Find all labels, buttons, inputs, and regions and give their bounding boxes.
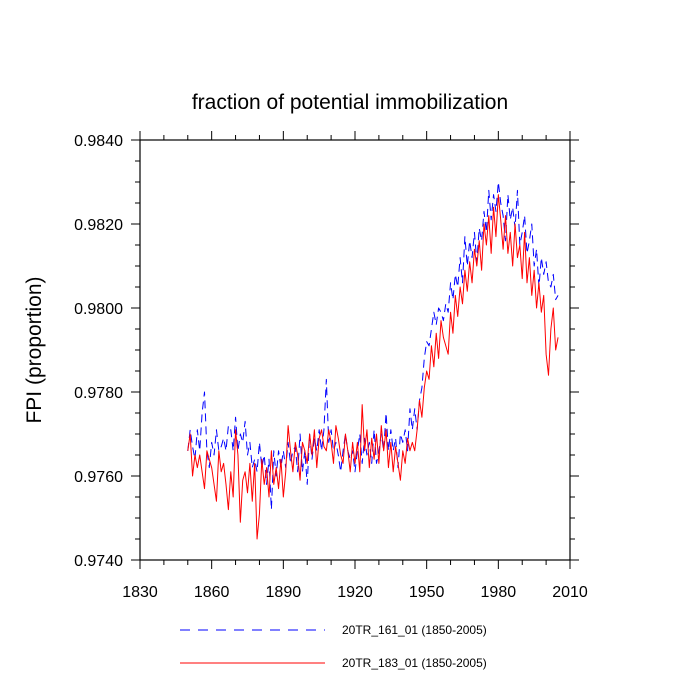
- y-tick-label: 0.9780: [74, 385, 123, 402]
- y-axis-label: FPI (proportion): [23, 276, 46, 423]
- x-tick-label: 1920: [337, 584, 373, 601]
- legend-label-1: 20TR_161_01 (1850-2005): [342, 623, 487, 637]
- series-line-2: [187, 194, 559, 540]
- x-tick-label: 2010: [552, 584, 588, 601]
- x-tick-label: 1830: [122, 584, 158, 601]
- x-tick-label: 1980: [481, 584, 517, 601]
- legend: 20TR_161_01 (1850-2005) 20TR_183_01 (1850…: [180, 623, 487, 670]
- x-tick-label: 1950: [409, 584, 445, 601]
- chart-title: fraction of potential immobilization: [192, 91, 508, 114]
- y-tick-label: 0.9840: [74, 133, 123, 150]
- y-tick-label: 0.9760: [74, 469, 123, 486]
- y-tick-label: 0.9740: [74, 553, 123, 570]
- y-tick-label: 0.9800: [74, 301, 123, 318]
- plot-area: 1830 1860 1890 1920 1950 1980 2010 0.9740 0.9760…: [74, 131, 588, 601]
- series-line-1: [187, 181, 559, 511]
- legend-label-2: 20TR_183_01 (1850-2005): [342, 656, 487, 670]
- x-tick-label: 1890: [266, 584, 302, 601]
- x-tick-label: 1860: [194, 584, 230, 601]
- plot-frame: [139, 139, 571, 561]
- y-tick-label: 0.9820: [74, 217, 123, 234]
